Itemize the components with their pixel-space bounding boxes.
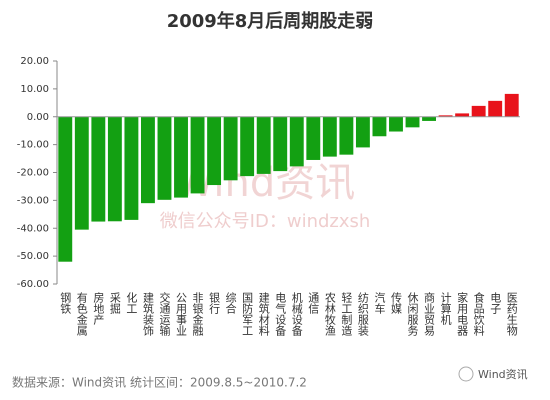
- x-tick-label: 计算机: [439, 292, 452, 325]
- bar: [289, 116, 304, 167]
- bar: [240, 116, 255, 177]
- bar: [389, 116, 403, 132]
- bar: [174, 116, 188, 198]
- bar: [273, 116, 288, 172]
- bar: [124, 116, 139, 220]
- x-tick-label: 纺织服装: [356, 291, 369, 337]
- x-tick-label: 交通运输: [158, 291, 171, 337]
- x-tick-label: 银行: [208, 291, 221, 315]
- bar: [405, 116, 420, 128]
- bar: [504, 93, 519, 117]
- bar: [91, 116, 106, 222]
- x-tick-label: 汽车: [373, 291, 386, 315]
- y-tick-label: -20.00: [17, 168, 49, 179]
- chart-title: 2009年8月后周期股走弱: [167, 10, 374, 32]
- bar: [58, 116, 73, 262]
- x-tick-label: 采掘: [108, 292, 121, 315]
- y-tick-label: 10.00: [20, 84, 49, 95]
- x-tick-label: 机械设备: [290, 291, 303, 337]
- x-tick-label: 化工: [125, 291, 138, 314]
- bar: [422, 116, 436, 121]
- x-tick-label: 农林牧渔: [323, 291, 336, 337]
- x-tick-label: 综合: [224, 291, 237, 314]
- y-tick-label: -60.00: [17, 279, 49, 290]
- y-tick-label: 20.00: [20, 56, 49, 67]
- x-tick-label: 通信: [307, 292, 320, 315]
- bar: [455, 113, 470, 117]
- x-tick-label: 家用电器: [456, 291, 469, 337]
- bar: [355, 116, 370, 148]
- bar: [488, 100, 503, 117]
- x-tick-label: 有色金属: [75, 291, 88, 337]
- bar: [322, 116, 337, 157]
- x-tick-label: 休闲服务: [406, 292, 419, 336]
- bar: [107, 116, 122, 222]
- bar: [372, 116, 387, 137]
- x-tick-label: 商业贸易: [423, 291, 436, 337]
- x-tick-label: 钢铁: [59, 292, 72, 314]
- bar: [223, 116, 238, 181]
- bar: [74, 116, 89, 230]
- bar: [438, 115, 453, 117]
- badge: Wind资讯: [478, 368, 528, 381]
- y-tick-label: -10.00: [17, 140, 49, 151]
- bar: [207, 116, 222, 186]
- x-tick-label: 建筑材料: [257, 291, 270, 337]
- bar: [339, 116, 354, 155]
- watermark-sub: 微信公众号ID：windzxsh: [160, 211, 371, 232]
- x-tick-label: 医药生物: [505, 292, 518, 336]
- x-tick-label: 非银金融: [191, 292, 204, 337]
- bar: [306, 116, 321, 160]
- x-tick-label: 电气设备: [274, 292, 287, 337]
- x-tick-label: 食品饮料: [472, 291, 485, 337]
- x-tick-label: 建筑装饰: [141, 291, 154, 336]
- x-tick-label: 国防军工: [241, 292, 254, 336]
- bar: [157, 116, 172, 200]
- y-tick-label: 0.00: [27, 112, 49, 123]
- x-tick-label: 房地产: [92, 292, 105, 326]
- x-tick-label: 传媒: [389, 292, 402, 315]
- bar: [256, 116, 271, 174]
- y-tick-label: -50.00: [17, 251, 49, 262]
- y-tick-label: -30.00: [17, 195, 49, 206]
- x-tick-label: 电子: [489, 292, 502, 314]
- source-note: 数据来源：Wind资讯 统计区间：2009.8.5~2010.7.2: [12, 375, 307, 390]
- bar: [190, 116, 205, 194]
- bar: [141, 116, 155, 204]
- x-tick-label: 轻工制造: [340, 291, 353, 336]
- x-tick-label: 公用事业: [175, 292, 188, 336]
- bar: [471, 105, 486, 117]
- badge-icon: [458, 366, 474, 382]
- y-tick-label: -40.00: [17, 223, 49, 234]
